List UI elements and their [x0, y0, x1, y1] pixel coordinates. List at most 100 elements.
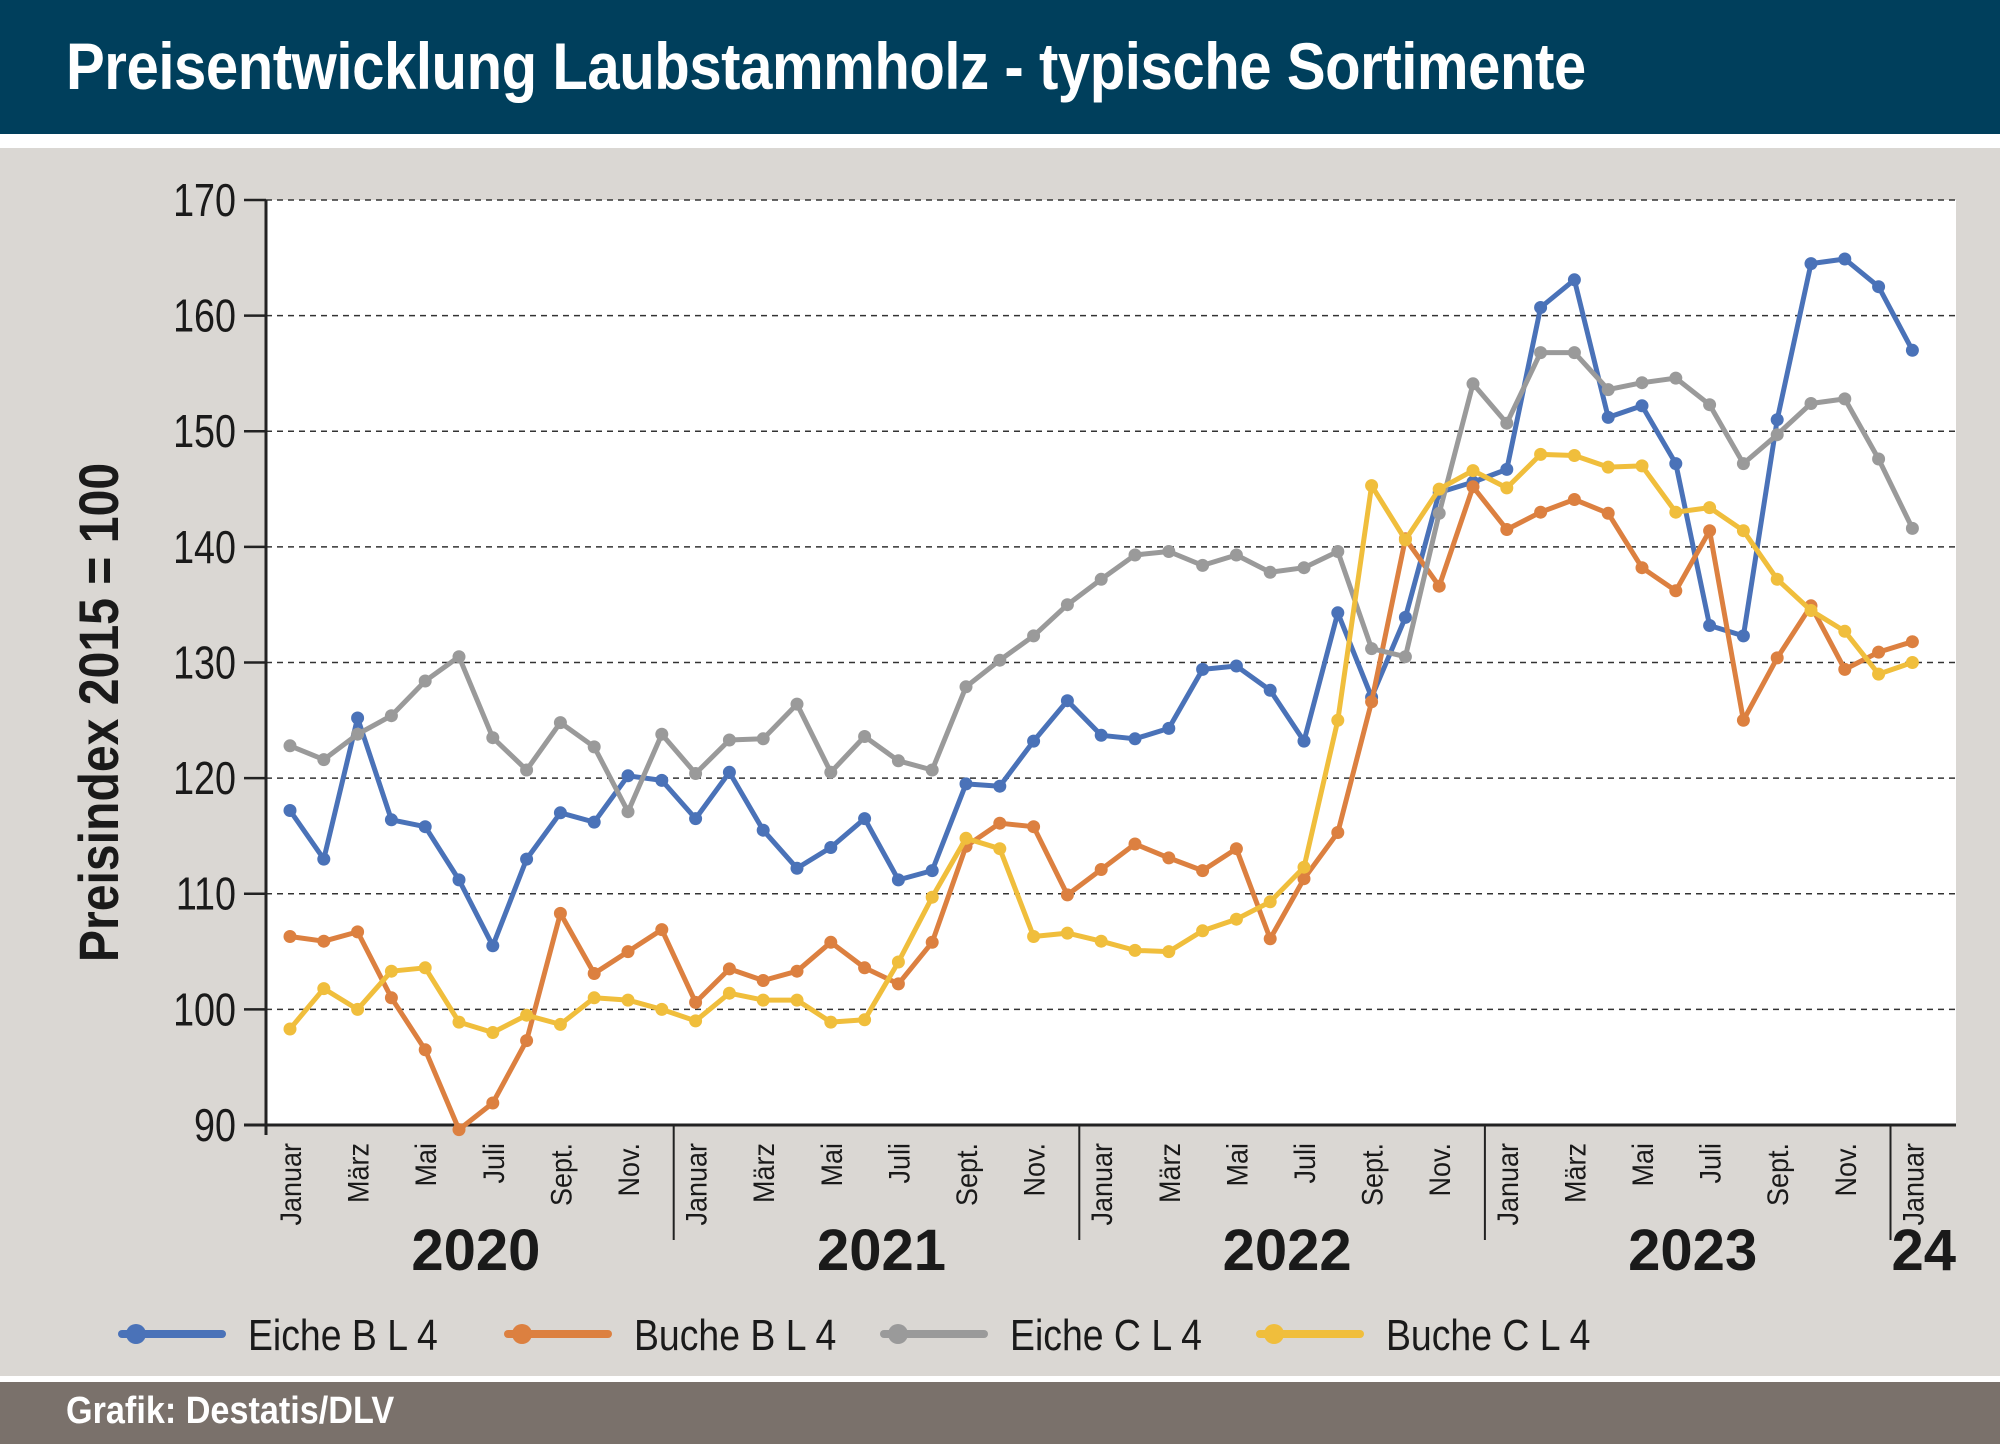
data-point	[351, 1002, 365, 1016]
data-point	[756, 732, 770, 746]
data-point	[384, 991, 398, 1005]
data-point	[1905, 656, 1919, 669]
x-month-label: Mai	[1627, 1143, 1661, 1186]
data-point	[1703, 524, 1717, 538]
gridlines	[266, 199, 1956, 1011]
x-year-label: 2020	[411, 1218, 540, 1283]
data-point	[520, 763, 534, 777]
data-point	[1162, 851, 1176, 865]
data-point	[621, 769, 635, 783]
data-point	[1703, 398, 1717, 412]
data-point	[1872, 667, 1886, 681]
x-month-label: Juli	[1289, 1143, 1323, 1183]
data-point	[1027, 820, 1041, 834]
data-point	[655, 773, 669, 787]
data-point	[1567, 493, 1581, 506]
data-point	[1331, 545, 1345, 558]
data-point	[1567, 449, 1581, 462]
data-point	[587, 991, 601, 1005]
data-point	[452, 873, 466, 887]
x-month-label: Juli	[883, 1143, 917, 1183]
data-point	[1432, 482, 1446, 496]
y-tick-label: 160	[173, 290, 236, 341]
data-point	[1128, 732, 1142, 746]
data-point	[891, 754, 905, 768]
data-point	[587, 740, 601, 754]
data-point	[993, 653, 1007, 667]
data-point	[1534, 447, 1548, 461]
data-point	[858, 1013, 872, 1027]
data-point	[891, 955, 905, 969]
header-bar: Preisentwicklung Laubstammholz - typisch…	[0, 0, 2000, 134]
y-tick-label: 140	[173, 521, 236, 572]
data-point	[925, 935, 939, 949]
data-point	[790, 861, 804, 875]
data-point	[1635, 399, 1649, 413]
data-point	[1770, 651, 1784, 665]
data-point	[418, 961, 432, 975]
data-point	[1872, 645, 1886, 659]
x-month-label: März	[1154, 1143, 1188, 1203]
data-point	[553, 1017, 567, 1031]
data-point	[722, 962, 736, 976]
legend-item: Buche B L 4	[504, 1310, 836, 1360]
x-month-label: März	[748, 1143, 782, 1203]
data-point	[317, 982, 331, 996]
y-axis: 90 100 110 120 130 140 150 160 170 Preisindex 201…	[69, 174, 1956, 1151]
data-point	[351, 727, 365, 741]
data-point	[925, 890, 939, 904]
data-point	[756, 974, 770, 987]
data-point	[1872, 280, 1886, 294]
data-point	[1770, 572, 1784, 586]
data-point	[993, 779, 1007, 793]
chart-panel: 90 100 110 120 130 140 150 160 170 Preisindex 201…	[0, 134, 2000, 1376]
data-point	[959, 777, 973, 791]
data-point	[1466, 377, 1480, 391]
legend: Eiche B L 4 Buche B L 4 Eiche C L 4 Buche C…	[118, 1310, 1590, 1360]
data-point	[824, 765, 838, 779]
x-month-label: März	[1559, 1143, 1593, 1203]
data-point	[1331, 606, 1345, 620]
x-month-label: Sept.	[951, 1143, 985, 1206]
x-month-label: Juli	[478, 1143, 512, 1183]
data-point	[486, 939, 500, 953]
data-point	[317, 852, 331, 866]
x-year-label: 2022	[1223, 1218, 1352, 1283]
data-point	[1229, 548, 1243, 562]
y-tick-label: 120	[173, 753, 236, 804]
data-point	[959, 680, 973, 694]
data-point	[1669, 371, 1683, 385]
data-point	[655, 727, 669, 741]
data-point	[1128, 943, 1142, 957]
data-point	[1635, 459, 1649, 473]
data-point	[1804, 604, 1818, 617]
data-point	[1635, 561, 1649, 575]
data-point	[1601, 383, 1615, 397]
data-point	[520, 852, 534, 866]
data-point	[1128, 837, 1142, 851]
data-point	[283, 804, 297, 817]
data-point	[317, 753, 331, 767]
data-point	[1534, 505, 1548, 519]
data-point	[858, 730, 872, 743]
x-month-label: Mai	[410, 1143, 444, 1186]
data-point	[722, 765, 736, 779]
data-point	[1398, 650, 1412, 664]
data-point	[520, 1034, 534, 1048]
x-year-label: 2023	[1628, 1218, 1757, 1283]
legend-swatch-marker	[1264, 1324, 1284, 1344]
y-tick-label: 110	[176, 868, 236, 919]
data-point	[1060, 926, 1074, 940]
data-point	[1128, 548, 1142, 562]
data-point	[790, 964, 804, 978]
x-month-label: Januar	[1086, 1143, 1120, 1226]
legend-label: Buche B L 4	[634, 1310, 836, 1360]
x-month-label: Nov.	[1018, 1143, 1052, 1196]
data-point	[1331, 713, 1345, 727]
data-point	[1703, 619, 1717, 632]
data-point	[621, 993, 635, 1007]
data-point	[1196, 864, 1210, 878]
data-point	[486, 731, 500, 745]
y-tick-label: 90	[194, 1099, 236, 1150]
data-point	[1027, 930, 1041, 943]
